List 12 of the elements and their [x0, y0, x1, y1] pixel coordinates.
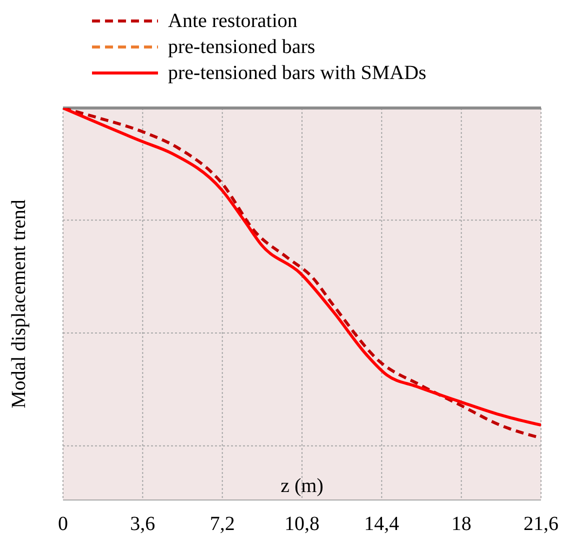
y-axis-title: Modal displacement trend	[8, 200, 30, 408]
x-tick-label: 0	[58, 513, 68, 536]
legend-label: pre-tensioned bars with SMADs	[168, 61, 426, 86]
x-tick-label: 18	[451, 513, 472, 536]
legend-label: Ante restoration	[168, 9, 298, 34]
x-tick-label: 3,6	[130, 513, 156, 536]
x-axis-title: z (m)	[280, 475, 324, 498]
x-tick-label: 14,4	[364, 513, 400, 536]
legend-label: pre-tensioned bars	[168, 35, 316, 60]
x-tick-label: 21,6	[524, 513, 558, 536]
x-tick-label: 10,8	[284, 513, 320, 536]
x-tick-label: 7,2	[210, 513, 235, 536]
